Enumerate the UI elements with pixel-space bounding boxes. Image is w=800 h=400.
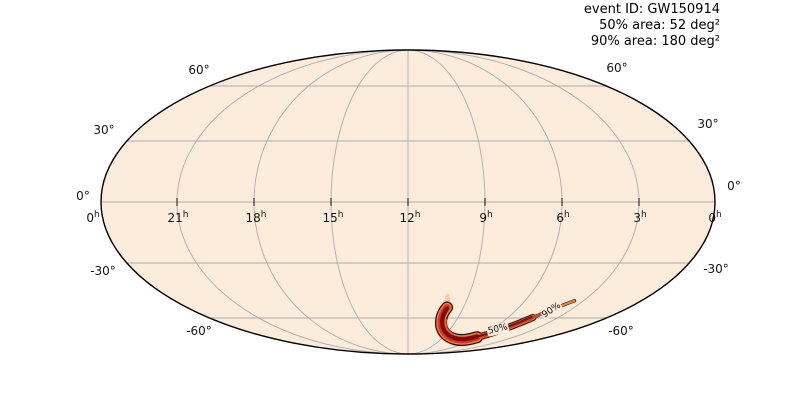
ra-label-21h: 21h — [167, 210, 189, 225]
annotation-block: event ID: GW150914 50% area: 52 deg² 90%… — [584, 2, 720, 50]
event-id-text: event ID: GW150914 — [583, 2, 720, 17]
dec-label-right-minus60: -60° — [608, 324, 634, 338]
ra-label-3h: 3h — [633, 210, 647, 225]
ra-label-12h: 12h — [399, 210, 421, 225]
ra-label-0h-left: 0h — [86, 210, 100, 225]
sphere-outline — [100, 49, 716, 355]
dec-label-right-30: 30° — [697, 117, 719, 131]
ra-label-9h: 9h — [479, 210, 493, 225]
dec-label-right-60: 60° — [606, 61, 628, 75]
ra-label-15h: 15h — [322, 210, 344, 225]
dec-label-right-0: 0° — [727, 179, 741, 193]
dec-label-right-minus30: -30° — [703, 262, 729, 276]
area-90-text: 90% area: 180 deg² — [590, 34, 720, 49]
equator-ticks — [176, 198, 640, 206]
band-maroon-hook — [440, 306, 479, 342]
dec-label-left-minus60: -60° — [186, 324, 212, 338]
dec-label-left-0: 0° — [76, 189, 90, 203]
ra-label-18h: 18h — [245, 210, 267, 225]
ra-label-6h: 6h — [556, 210, 570, 225]
ra-label-0h-right: 0h — [708, 210, 722, 225]
band-bright-bend — [444, 319, 455, 336]
area-50-text: 50% area: 52 deg² — [599, 18, 720, 33]
dec-label-left-30: 30° — [93, 123, 115, 137]
dec-label-left-minus30: -30° — [90, 264, 116, 278]
dec-label-left-60: 60° — [188, 63, 210, 77]
